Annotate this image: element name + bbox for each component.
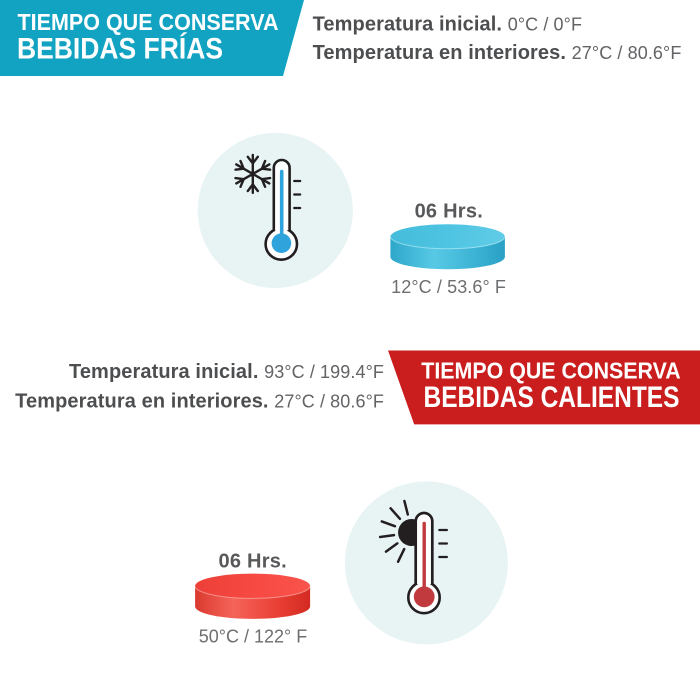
svg-text:06 Hrs.: 06 Hrs. (218, 551, 286, 573)
svg-text:Temperatura en interiores. 27°: Temperatura en interiores. 27°C / 80.6°F (15, 391, 384, 413)
svg-text:06 Hrs.: 06 Hrs. (415, 201, 483, 223)
svg-text:TIEMPO QUE CONSERVA: TIEMPO QUE CONSERVA (18, 9, 279, 35)
svg-text:BEBIDAS CALIENTES: BEBIDAS CALIENTES (424, 381, 680, 414)
svg-text:12°C / 53.6° F: 12°C / 53.6° F (391, 277, 506, 297)
svg-text:BEBIDAS FRÍAS: BEBIDAS FRÍAS (17, 32, 223, 66)
svg-text:TIEMPO QUE CONSERVA: TIEMPO QUE CONSERVA (421, 357, 681, 383)
svg-text:Temperatura en interiores. 27°: Temperatura en interiores. 27°C / 80.6°F (313, 42, 682, 64)
svg-text:50°C / 122° F: 50°C / 122° F (199, 626, 307, 646)
svg-text:Temperatura inicial. 93°C / 19: Temperatura inicial. 93°C / 199.4°F (69, 361, 384, 383)
svg-text:Temperatura inicial. 0°C / 0°F: Temperatura inicial. 0°C / 0°F (313, 13, 582, 35)
